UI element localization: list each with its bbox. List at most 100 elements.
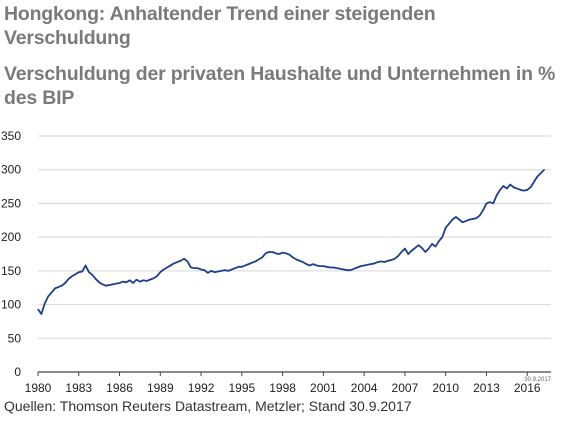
- data-point: [302, 261, 304, 263]
- y-tick-label: 0: [14, 365, 21, 379]
- data-point: [329, 266, 331, 269]
- data-point: [112, 283, 114, 285]
- data-point: [248, 263, 250, 265]
- data-point: [149, 279, 151, 281]
- data-point: [319, 265, 321, 267]
- x-tick-label: 2013: [473, 381, 500, 395]
- data-point: [152, 277, 155, 279]
- data-point: [64, 282, 66, 284]
- data-point: [78, 271, 80, 273]
- data-point: [438, 240, 440, 242]
- data-point: [220, 270, 223, 272]
- x-axis-tick-labels: 1980 1983 1986 1989 1992 1995 1998 2001 2004 2007…: [25, 381, 541, 395]
- data-point: [234, 267, 236, 269]
- y-axis-tick-labels: 0 50 100 150 200 250 300 350: [1, 129, 21, 379]
- data-point: [241, 266, 243, 268]
- x-tick-label: 1983: [65, 381, 92, 395]
- data-point: [448, 223, 450, 225]
- chart-title: Hongkong: Anhaltender Trend einer steige…: [4, 3, 436, 49]
- data-point: [193, 267, 195, 269]
- data-point: [278, 253, 280, 255]
- data-point: [122, 281, 124, 283]
- source-note: Quellen: Thomson Reuters Datastream, Met…: [4, 398, 412, 414]
- y-tick-label: 100: [1, 298, 21, 312]
- data-point: [465, 220, 467, 222]
- data-point: [339, 268, 341, 270]
- data-point: [468, 219, 471, 221]
- data-point: [214, 271, 216, 273]
- data-point: [400, 251, 403, 253]
- data-point: [462, 221, 464, 223]
- x-tick-label: 1995: [228, 381, 255, 395]
- data-point: [356, 266, 358, 269]
- data-point: [108, 284, 110, 286]
- data-point: [292, 256, 294, 258]
- data-point: [380, 260, 382, 263]
- data-point: [146, 280, 148, 282]
- data-point: [404, 248, 406, 250]
- data-point: [370, 263, 372, 265]
- x-tick-label: 2007: [392, 381, 419, 395]
- data-point: [207, 272, 209, 274]
- data-point: [299, 260, 301, 262]
- data-point: [227, 270, 229, 272]
- data-point: [217, 270, 219, 273]
- data-point: [251, 262, 253, 264]
- data-point: [492, 202, 494, 205]
- data-point: [411, 250, 413, 252]
- data-point: [81, 270, 83, 273]
- data-point: [516, 187, 518, 190]
- x-tick-label: 2004: [351, 381, 378, 395]
- data-point: [496, 194, 498, 196]
- data-point: [499, 189, 501, 191]
- data-point: [509, 183, 511, 186]
- data-point: [40, 313, 43, 315]
- data-point: [489, 201, 491, 203]
- data-point: [118, 282, 121, 284]
- data-point: [231, 268, 233, 271]
- data-point: [197, 267, 199, 269]
- data-point: [61, 285, 63, 287]
- data-point: [265, 252, 267, 254]
- data-point: [377, 261, 379, 263]
- data-point: [353, 268, 355, 270]
- data-point: [84, 264, 87, 267]
- date-stamp: 30.9.2017: [524, 377, 551, 383]
- data-point: [346, 269, 348, 271]
- data-point: [268, 251, 270, 253]
- data-point: [88, 271, 90, 273]
- data-point: [210, 270, 212, 272]
- x-tick-label: 1989: [147, 381, 174, 395]
- data-point: [135, 279, 138, 281]
- data-point: [530, 186, 532, 188]
- data-point: [142, 279, 144, 281]
- data-point: [506, 187, 508, 190]
- data-point: [315, 264, 318, 267]
- data-point: [373, 262, 375, 265]
- data-point: [458, 219, 460, 221]
- chart-subtitle: Verschuldung der privaten Haushalte und …: [4, 63, 556, 109]
- data-point: [533, 181, 535, 183]
- y-tick-label: 150: [1, 264, 21, 278]
- series-line: [37, 169, 545, 315]
- data-point: [186, 260, 189, 263]
- data-point: [519, 189, 522, 191]
- data-point: [513, 186, 515, 188]
- data-point: [434, 245, 437, 248]
- data-point: [163, 268, 165, 271]
- data-point: [47, 295, 49, 298]
- data-point: [132, 282, 134, 284]
- data-point: [288, 254, 290, 256]
- data-point: [125, 281, 127, 283]
- data-point: [139, 281, 141, 283]
- data-points: [37, 169, 545, 315]
- data-point: [523, 190, 525, 192]
- data-point: [44, 302, 46, 304]
- data-point: [363, 264, 365, 267]
- x-tick-label: 1986: [106, 381, 133, 395]
- data-point: [536, 175, 539, 178]
- data-point: [71, 275, 73, 277]
- data-point: [332, 266, 335, 269]
- data-point: [421, 247, 423, 249]
